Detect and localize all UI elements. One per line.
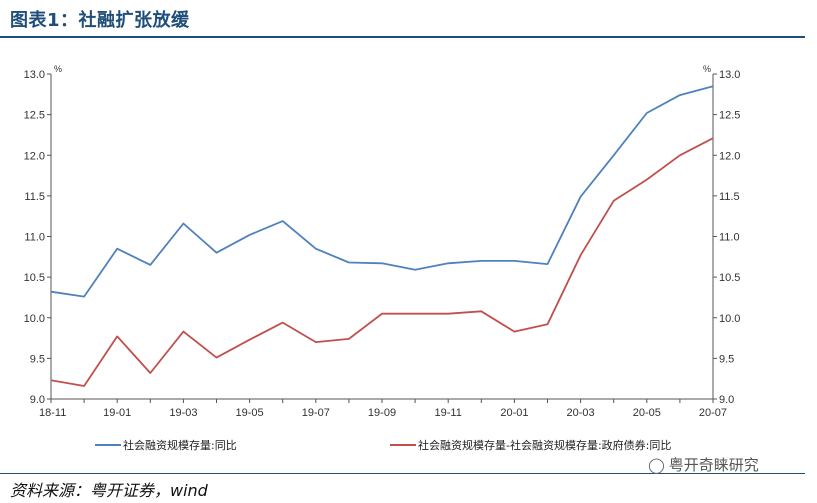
watermark: ◯ 粤开奇睐研究 (648, 454, 759, 475)
chart-plot-area (50, 85, 714, 387)
legend-label-1: 社会融资规模存量:同比 (123, 438, 237, 452)
series-line-1 (50, 85, 714, 298)
right-y-tick-label: 10.0 (719, 313, 740, 325)
right-y-tick-label: 9.5 (719, 353, 734, 365)
wechat-icon: ◯ (648, 455, 665, 474)
x-tick-label: 19-05 (236, 407, 264, 419)
legend-label-2: 社会融资规模存量-社会融资规模存量:政府债券:同比 (418, 438, 671, 452)
footer-divider (0, 473, 805, 474)
left-y-tick-label: 13.0 (24, 69, 45, 81)
series-line-2 (50, 137, 714, 387)
right-axis-unit: % (703, 64, 711, 74)
x-tick-label: 20-05 (633, 407, 661, 419)
x-tick-label: 20-03 (567, 407, 595, 419)
right-y-tick-label: 9.0 (719, 394, 734, 406)
source-note: 资料来源：粤开证券，wind (10, 481, 208, 500)
x-tick-label: 19-07 (302, 407, 330, 419)
x-tick-label: 19-01 (103, 407, 131, 419)
left-y-tick-label: 9.0 (30, 394, 45, 406)
watermark-text: 粤开奇睐研究 (668, 456, 759, 474)
left-y-tick-label: 10.5 (24, 272, 45, 284)
right-y-tick-label: 12.5 (719, 110, 740, 122)
x-tick-label: 20-01 (500, 407, 528, 419)
page-title: 图表1：社融扩张放缓 (10, 10, 190, 31)
left-axis-unit: % (54, 64, 62, 74)
left-y-tick-label: 9.5 (30, 353, 45, 365)
x-tick-label: 19-03 (169, 407, 197, 419)
x-tick-label: 18-11 (39, 407, 66, 419)
left-y-tick-label: 12.0 (24, 150, 45, 162)
chart-legend: 社会融资规模存量:同比 社会融资规模存量-社会融资规模存量:政府债券:同比 (95, 438, 671, 452)
right-y-tick-label: 13.0 (719, 69, 740, 81)
line-chart: % % 9.0 9.0 9.5 9.5 10.0 10.0 10.5 10.5 11.0 11.0 11… (24, 64, 741, 452)
left-y-tick-label: 11.5 (24, 191, 45, 203)
left-y-tick-label: 11.0 (24, 232, 45, 244)
x-tick-label: 19-11 (435, 407, 462, 419)
chart-axes: % % 9.0 9.0 9.5 9.5 10.0 10.0 10.5 10.5 11.0 11.0 11… (24, 64, 741, 419)
left-y-tick-label: 12.5 (24, 110, 45, 122)
x-tick-label: 19-09 (368, 407, 396, 419)
x-tick-label: 20-07 (699, 407, 727, 419)
title-divider (0, 36, 805, 38)
right-y-tick-label: 11.0 (719, 232, 740, 244)
right-y-tick-label: 10.5 (719, 272, 740, 284)
right-y-tick-label: 11.5 (719, 191, 740, 203)
right-y-tick-label: 12.0 (719, 150, 740, 162)
left-y-tick-label: 10.0 (24, 313, 45, 325)
